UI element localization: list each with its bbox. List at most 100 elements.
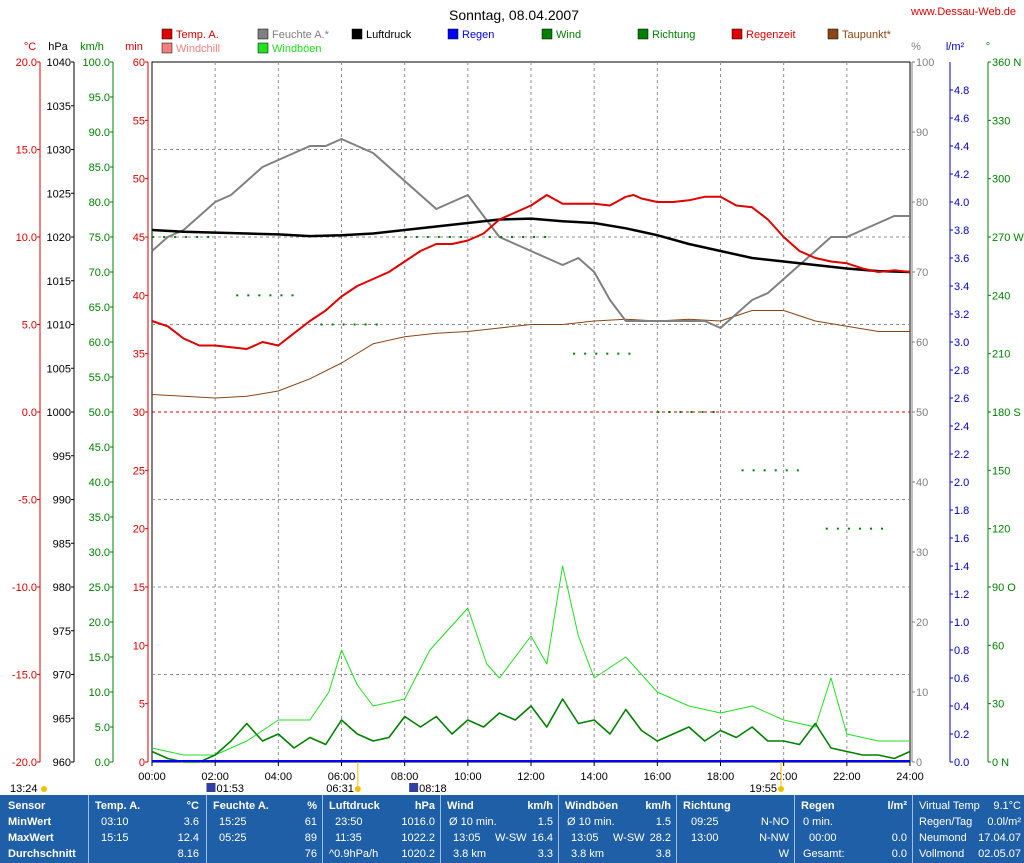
rain-axis-tick-label: 2.2 bbox=[954, 449, 969, 461]
wind-direction-dot bbox=[269, 294, 272, 297]
sunset-label: 19:55 bbox=[750, 783, 778, 795]
wind-axis-tick-label: 20.0 bbox=[89, 617, 110, 629]
legend-swatch bbox=[827, 28, 839, 40]
wind-direction-dot bbox=[236, 294, 239, 297]
wind-direction-dot bbox=[712, 411, 715, 413]
wind-direction-dot bbox=[459, 236, 462, 238]
wind-direction-dot bbox=[752, 469, 755, 472]
wind-direction-dot bbox=[510, 236, 513, 238]
humidity-axis-tick-label: 20 bbox=[916, 617, 928, 629]
series-line-taupunkt- bbox=[151, 310, 910, 399]
legend-swatch bbox=[637, 28, 649, 40]
stats-direction: Richtung 09:25 N-NO 13:00 N-NW W bbox=[676, 795, 795, 863]
rain-axis-tick-label: 1.0 bbox=[954, 617, 969, 629]
pressure-axis-tick-label: 975 bbox=[53, 626, 71, 638]
row-label-sensor: Sensor bbox=[8, 800, 46, 812]
rain-axis-tick-label: 3.4 bbox=[954, 281, 969, 293]
wind-max-value: 16.4 bbox=[531, 832, 553, 844]
rain-day-label: Regen/Tag bbox=[919, 816, 973, 828]
axis-unit-left: hPa bbox=[48, 41, 68, 53]
legend-swatch bbox=[161, 28, 173, 40]
pressure-axis-tick-label: 1010 bbox=[47, 320, 71, 332]
wind-axis-tick-label: 0.0 bbox=[95, 757, 110, 769]
wind-max-time: 13:05 bbox=[453, 832, 481, 844]
x-tick-label: 04:00 bbox=[265, 771, 293, 783]
pressure-axis-tick-label: 985 bbox=[53, 538, 71, 550]
legend-label: Wind bbox=[556, 29, 581, 41]
temp-avg-value: 8.16 bbox=[177, 848, 199, 860]
temp-axis-tick-label: 15.0 bbox=[16, 145, 37, 157]
wind-avg10-label: Ø 10 min. bbox=[449, 816, 497, 828]
press-max-value: 1022.2 bbox=[401, 832, 435, 844]
minutes-axis-tick-label: 40 bbox=[133, 290, 145, 302]
pressure-axis-tick-label: 1000 bbox=[47, 407, 71, 419]
hum-max-time: 05:25 bbox=[219, 832, 247, 844]
wind-direction-dot bbox=[426, 236, 429, 238]
wind-axis-tick-label: 5.0 bbox=[95, 722, 110, 734]
pressure-axis-tick-label: 995 bbox=[53, 451, 71, 463]
wind-direction-dot bbox=[522, 236, 525, 238]
wind-direction-dot bbox=[247, 294, 250, 297]
dir-header: Richtung bbox=[683, 800, 731, 812]
rain-axis-tick-label: 1.6 bbox=[954, 533, 969, 545]
site-link[interactable]: www.Dessau-Web.de bbox=[910, 6, 1016, 18]
wind-direction-dot bbox=[320, 323, 323, 326]
gust-header: Windböen bbox=[565, 800, 619, 812]
wind-direction-dot bbox=[499, 236, 502, 238]
rain-axis-tick-label: 0.2 bbox=[954, 729, 969, 741]
temp-min-time: 03:10 bbox=[101, 816, 129, 828]
stats-table: Sensor MinWert MaxWert Durchschnitt Temp… bbox=[0, 795, 1024, 863]
press-avg-value: 1020.2 bbox=[401, 848, 435, 860]
virtual-temp-label: Virtual Temp bbox=[919, 800, 980, 812]
stats-labels: Sensor MinWert MaxWert Durchschnitt bbox=[0, 795, 88, 863]
wind-direction-dot bbox=[836, 527, 839, 530]
row-label-avg: Durchschnitt bbox=[8, 848, 76, 860]
wind-axis-tick-label: 100.0 bbox=[82, 57, 110, 69]
humidity-axis-tick-label: 80 bbox=[916, 197, 928, 209]
axis-unit-right: ° bbox=[986, 41, 990, 53]
legend-swatch bbox=[351, 28, 363, 40]
rain-axis-tick-label: 2.8 bbox=[954, 365, 969, 377]
legend-label: Feuchte A.* bbox=[272, 29, 330, 41]
wind-direction-dot bbox=[573, 352, 576, 355]
row-label-min: MinWert bbox=[8, 816, 52, 828]
pressure-axis-tick-label: 970 bbox=[53, 670, 71, 682]
rain-axis-tick-label: 1.4 bbox=[954, 561, 969, 573]
wind-direction-dot bbox=[152, 236, 154, 238]
rain-axis-tick-label: 3.6 bbox=[954, 253, 969, 265]
rain-time: 00:00 bbox=[809, 832, 837, 844]
gust-max-value: 28.2 bbox=[649, 832, 671, 844]
pressure-axis-tick-label: 960 bbox=[53, 757, 71, 769]
wind-direction-dot bbox=[404, 236, 407, 238]
series-line-temp-a- bbox=[151, 194, 911, 350]
minutes-axis-tick-label: 0 bbox=[139, 757, 145, 769]
chart-title: Sonntag, 08.04.2007 bbox=[449, 7, 579, 23]
stats-rain: Regen l/m² 0 min. 00:00 0.0 Gesamt: 0.0 bbox=[794, 795, 913, 863]
temp-axis-tick-label: -15.0 bbox=[12, 670, 37, 682]
wind-direction-dot bbox=[364, 323, 367, 326]
humidity-axis-tick-label: 10 bbox=[916, 687, 928, 699]
wind-run-label: 3.8 km bbox=[453, 848, 487, 860]
press-trend: ^0.9hPa/h bbox=[329, 848, 379, 860]
wind-direction-dot bbox=[796, 469, 799, 472]
series-line-feuchte-a- bbox=[151, 138, 910, 329]
wind-direction-dot bbox=[679, 411, 682, 413]
wind-direction-dot bbox=[174, 236, 177, 238]
humidity-axis-tick-label: 0 bbox=[916, 757, 922, 769]
wind-direction-dot bbox=[701, 411, 704, 413]
wind-direction-dot bbox=[353, 323, 356, 326]
press-min-time: 23:50 bbox=[335, 816, 363, 828]
wind-direction-dot bbox=[258, 294, 261, 297]
x-tick-label: 02:00 bbox=[201, 771, 229, 783]
new-moon-value: 17.04.07 bbox=[978, 832, 1021, 844]
temp-axis-tick-label: 20.0 bbox=[16, 57, 37, 69]
stats-temp: Temp. A. °C 03:10 3.6 15:15 12.4 8.16 bbox=[88, 795, 207, 863]
humidity-axis-tick-label: 100 bbox=[916, 57, 934, 69]
x-tick-label: 24:00 bbox=[896, 771, 924, 783]
rain-axis-tick-label: 2.4 bbox=[954, 421, 969, 433]
day-length-label: 13:24 bbox=[10, 783, 38, 795]
humidity-axis-tick-label: 30 bbox=[916, 547, 928, 559]
dir-r3-value: W bbox=[778, 848, 789, 860]
direction-axis-tick-label: 150 bbox=[992, 465, 1010, 477]
legend-swatch bbox=[257, 28, 269, 40]
